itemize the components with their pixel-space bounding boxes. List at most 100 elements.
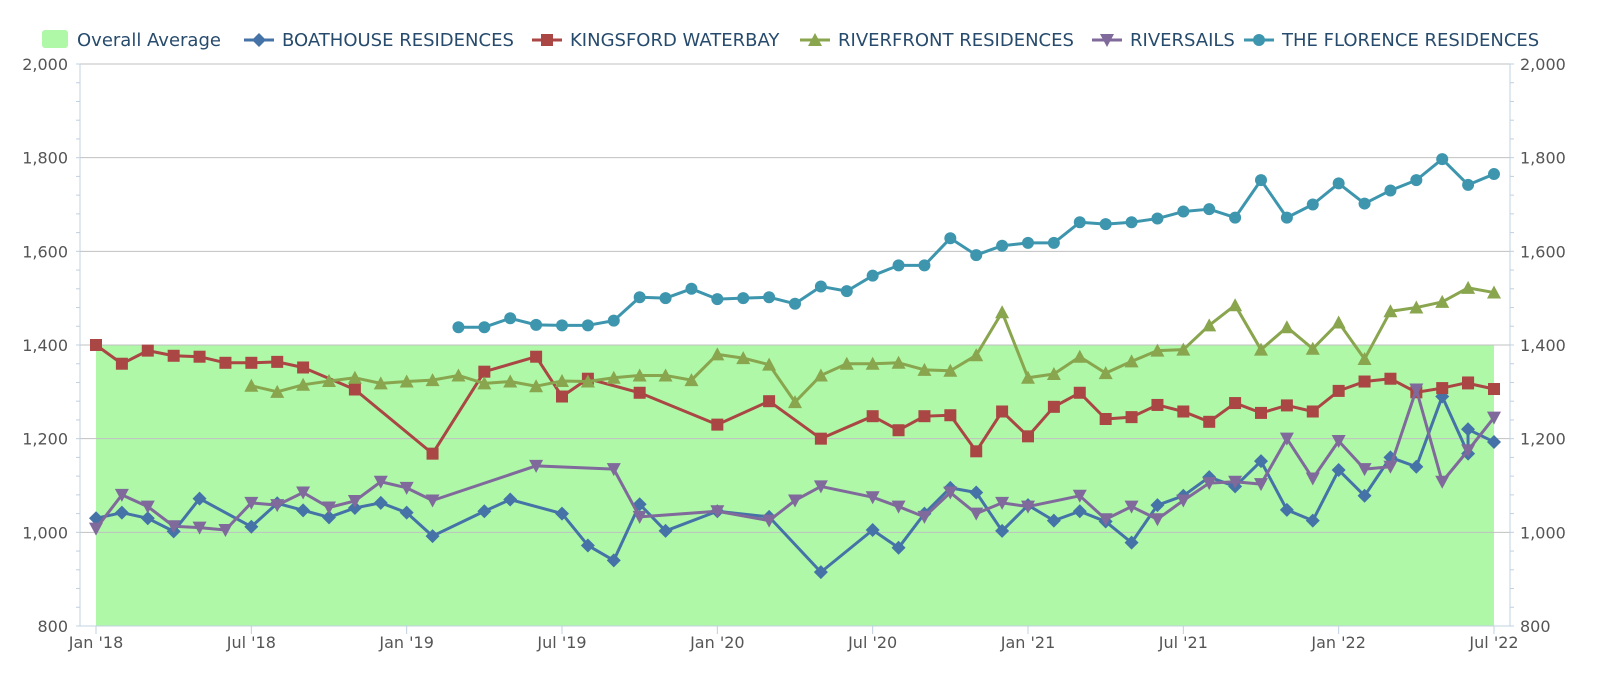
- data-point: [399, 481, 414, 495]
- legend-item[interactable]: RIVERSAILS: [1092, 30, 1235, 51]
- data-point: [1461, 422, 1475, 437]
- data-point: [1022, 430, 1034, 443]
- data-point: [737, 292, 750, 305]
- series-riverfront-residences: [244, 280, 1501, 409]
- x-tick-label: Jul '19: [536, 633, 586, 652]
- data-point: [1254, 478, 1268, 492]
- data-point: [1358, 375, 1371, 388]
- x-tick-label: Jul '18: [226, 633, 276, 652]
- data-point: [788, 395, 802, 409]
- data-point: [1409, 300, 1424, 314]
- data-point: [140, 511, 155, 526]
- data-point: [917, 362, 932, 376]
- data-point: [944, 232, 957, 245]
- data-point: [1436, 153, 1449, 166]
- series-riversails: [89, 383, 1501, 537]
- data-point: [555, 374, 569, 388]
- data-point: [789, 297, 801, 310]
- data-point: [1098, 366, 1113, 380]
- data-point: [1229, 397, 1242, 410]
- data-point: [140, 500, 155, 514]
- data-point: [529, 459, 544, 473]
- data-point: [762, 357, 777, 371]
- data-point: [1462, 178, 1475, 191]
- legend-item[interactable]: THE FLORENCE RESIDENCES: [1244, 30, 1539, 51]
- data-point: [1280, 211, 1293, 224]
- data-point: [297, 361, 310, 374]
- data-point: [581, 319, 594, 332]
- data-point: [917, 510, 932, 524]
- data-point: [892, 259, 905, 272]
- data-point: [529, 379, 544, 393]
- data-point: [1384, 184, 1397, 197]
- data-point: [1357, 352, 1372, 366]
- data-point: [1099, 412, 1112, 425]
- data-point: [425, 373, 440, 387]
- data-point: [943, 486, 958, 500]
- data-point: [633, 386, 646, 399]
- series-layer: [89, 153, 1501, 580]
- legend[interactable]: Overall Average BOATHOUSE RESIDENCES KINGS…: [42, 30, 1539, 51]
- data-point: [1331, 435, 1346, 449]
- y-tick-label-left: 1,800: [22, 149, 68, 168]
- data-point: [270, 384, 285, 398]
- legend-item[interactable]: KINGSFORD WATERBAY: [532, 30, 780, 51]
- data-point: [996, 405, 1009, 418]
- legend-item[interactable]: Overall Average: [42, 30, 221, 51]
- data-point: [1098, 513, 1113, 527]
- data-point: [1047, 236, 1060, 249]
- series-kingsford-waterbay: [90, 339, 1500, 460]
- legend-item[interactable]: RIVERFRONT RESIDENCES: [800, 30, 1074, 51]
- data-point: [271, 355, 284, 368]
- data-point: [245, 356, 258, 369]
- data-point: [1488, 383, 1500, 396]
- y-tick-label-right: 800: [1520, 617, 1551, 636]
- data-point: [658, 523, 673, 538]
- data-point: [193, 350, 206, 363]
- data-point: [866, 410, 879, 423]
- data-point: [1151, 398, 1164, 411]
- data-point: [1410, 174, 1423, 187]
- data-point: [452, 321, 465, 334]
- x-tick-label: Jul '21: [1158, 633, 1208, 652]
- data-point: [1046, 367, 1061, 381]
- data-point: [504, 312, 517, 325]
- data-point: [891, 500, 906, 514]
- data-point: [1357, 463, 1372, 477]
- data-point: [322, 501, 336, 515]
- legend-marker: [541, 34, 553, 46]
- data-point: [840, 285, 853, 298]
- data-point: [1462, 377, 1474, 390]
- data-point: [114, 505, 129, 520]
- data-point: [1435, 475, 1450, 489]
- y-tick-label-left: 800: [37, 617, 68, 636]
- data-point: [970, 249, 983, 262]
- y-tick-label-right: 1,600: [1520, 242, 1566, 261]
- legend-label: BOATHOUSE RESIDENCES: [282, 30, 514, 51]
- data-point: [556, 390, 568, 403]
- data-point: [1306, 198, 1319, 211]
- data-point: [1254, 454, 1268, 469]
- data-point: [1279, 432, 1294, 446]
- data-point: [166, 520, 181, 534]
- data-point: [115, 357, 128, 370]
- data-point: [322, 510, 336, 525]
- data-point: [865, 522, 880, 537]
- data-point: [90, 339, 102, 351]
- legend-item[interactable]: BOATHOUSE RESIDENCES: [244, 30, 514, 51]
- data-point: [763, 291, 776, 304]
- data-point: [1099, 218, 1112, 231]
- y-tick-label-left: 1,000: [22, 523, 68, 542]
- data-point: [1151, 212, 1164, 225]
- data-point: [1228, 298, 1243, 312]
- data-point: [1357, 488, 1372, 503]
- data-point: [1150, 513, 1165, 527]
- data-point: [813, 368, 828, 382]
- data-point: [970, 445, 983, 458]
- data-point: [270, 499, 285, 513]
- data-point: [580, 374, 595, 388]
- legend-swatch: [42, 30, 68, 48]
- data-point: [995, 305, 1010, 319]
- data-point: [1358, 197, 1371, 210]
